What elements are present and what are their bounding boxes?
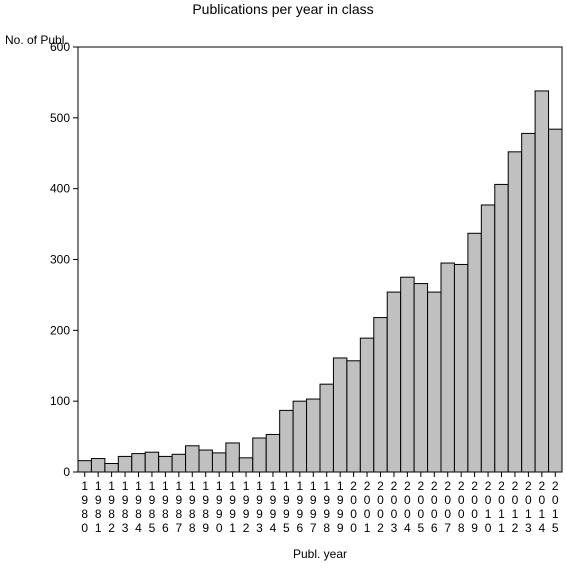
bar-2001 <box>359 337 375 473</box>
bar-1989 <box>198 449 213 473</box>
bar-2008 <box>453 263 469 473</box>
y-axis-label: No. of Publ. <box>5 33 68 47</box>
bar-1981 <box>90 458 106 473</box>
bar-2006 <box>427 291 442 473</box>
bar-2015 <box>548 128 563 473</box>
bar-1986 <box>158 455 173 473</box>
y-tick-label-600: 600 <box>50 40 70 54</box>
bar-2000 <box>346 360 361 473</box>
bars-layer <box>77 90 563 473</box>
x-axis-ticks: 1 9 8 0 1 9 8 1 1 9 8 2 1 9 8 3 1 9 8 4 1 9 8 5 1 9 8 6 1 9 8 7 1 9 8 8 1 9 8 9… <box>81 472 559 535</box>
bar-1988 <box>185 445 200 473</box>
bar-1999 <box>332 357 348 473</box>
bar-2003 <box>386 291 402 473</box>
bar-1993 <box>252 437 267 473</box>
bar-2002 <box>373 317 388 473</box>
bar-1987 <box>171 453 187 473</box>
bar-2005 <box>413 283 429 473</box>
bar-1991 <box>225 442 240 473</box>
y-tick-label-100: 100 <box>50 394 70 408</box>
chart-title: Publications per year in class <box>192 1 373 17</box>
y-tick-label-200: 200 <box>50 323 70 337</box>
bar-1983 <box>117 455 133 473</box>
bar-2007 <box>440 262 455 473</box>
bar-1982 <box>104 463 119 473</box>
bar-1997 <box>306 398 321 473</box>
bar-2010 <box>480 204 496 473</box>
bar-1980 <box>77 460 92 473</box>
y-axis-ticks: 0 100 200 300 400 500 600 <box>50 40 78 479</box>
y-tick-label-400: 400 <box>50 182 70 196</box>
bar-1984 <box>131 453 146 473</box>
bar-2011 <box>494 183 509 473</box>
bar-1985 <box>144 451 160 473</box>
bar-1994 <box>265 433 281 473</box>
y-tick-label-500: 500 <box>50 111 70 125</box>
bar-2009 <box>467 232 482 473</box>
bar-2012 <box>507 151 523 473</box>
bar-1996 <box>292 400 308 473</box>
bar-1998 <box>319 383 334 473</box>
bar-1995 <box>279 409 294 473</box>
bar-2014 <box>534 90 550 473</box>
bar-1992 <box>238 457 254 473</box>
bar-1990 <box>211 452 227 473</box>
x-axis-label: Publ. year <box>293 547 347 561</box>
bar-2013 <box>521 132 536 473</box>
y-tick-label-300: 300 <box>50 253 70 267</box>
bar-2004 <box>400 276 415 473</box>
y-tick-label-0: 0 <box>63 465 70 479</box>
